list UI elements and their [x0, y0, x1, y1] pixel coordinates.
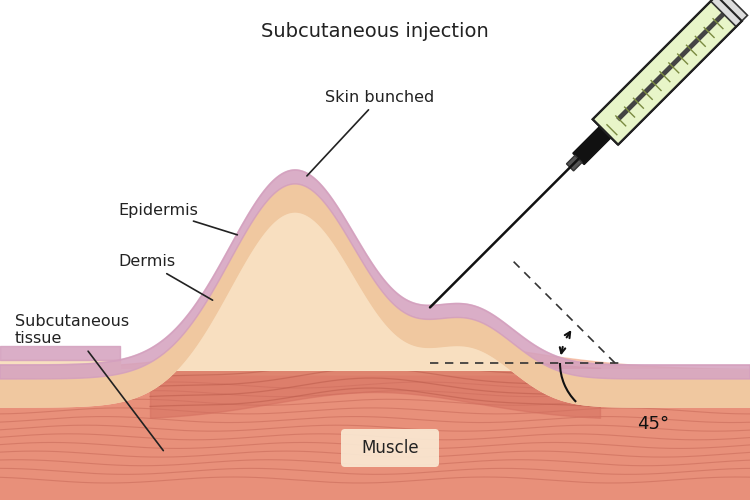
Text: Skin bunched: Skin bunched	[307, 90, 435, 176]
FancyBboxPatch shape	[341, 429, 439, 467]
Text: Muscle: Muscle	[362, 439, 419, 457]
Polygon shape	[566, 156, 582, 171]
Text: Dermis: Dermis	[118, 254, 212, 300]
Polygon shape	[573, 126, 611, 164]
Polygon shape	[592, 0, 742, 145]
Text: Subcutaneous injection: Subcutaneous injection	[261, 22, 489, 41]
Text: 45°: 45°	[637, 415, 669, 433]
Polygon shape	[711, 0, 748, 26]
Text: Epidermis: Epidermis	[118, 202, 237, 235]
Text: Subcutaneous
tissue: Subcutaneous tissue	[15, 314, 164, 450]
